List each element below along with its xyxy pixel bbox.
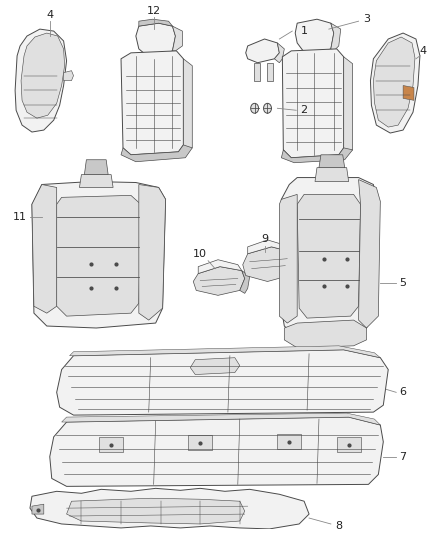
- Polygon shape: [79, 175, 113, 188]
- Polygon shape: [30, 488, 309, 529]
- Polygon shape: [295, 19, 334, 54]
- Polygon shape: [281, 177, 376, 338]
- Polygon shape: [374, 37, 415, 127]
- Polygon shape: [193, 266, 245, 295]
- Text: 11: 11: [13, 212, 27, 222]
- Polygon shape: [173, 26, 182, 51]
- Polygon shape: [240, 271, 250, 293]
- Text: 1: 1: [300, 26, 307, 36]
- Text: 7: 7: [399, 451, 406, 462]
- Polygon shape: [190, 358, 240, 375]
- Polygon shape: [315, 168, 349, 182]
- Polygon shape: [70, 346, 380, 358]
- Text: 4: 4: [419, 46, 427, 56]
- Polygon shape: [198, 260, 242, 273]
- Text: 4: 4: [46, 10, 53, 20]
- Polygon shape: [277, 434, 301, 449]
- Text: 9: 9: [261, 234, 268, 244]
- Polygon shape: [319, 155, 345, 168]
- Polygon shape: [67, 498, 245, 524]
- Polygon shape: [283, 49, 344, 158]
- Polygon shape: [289, 252, 299, 277]
- Polygon shape: [268, 63, 273, 80]
- Text: 2: 2: [300, 105, 307, 115]
- Polygon shape: [32, 184, 57, 313]
- Polygon shape: [139, 184, 166, 320]
- Ellipse shape: [264, 103, 272, 113]
- Polygon shape: [21, 33, 64, 118]
- Polygon shape: [121, 51, 184, 155]
- Polygon shape: [184, 59, 192, 152]
- Polygon shape: [85, 160, 108, 175]
- Polygon shape: [188, 435, 212, 450]
- Polygon shape: [344, 57, 353, 155]
- Text: 8: 8: [335, 521, 343, 531]
- Polygon shape: [62, 413, 380, 425]
- Polygon shape: [279, 195, 297, 323]
- Text: 3: 3: [363, 14, 370, 24]
- Text: 6: 6: [399, 387, 406, 397]
- Polygon shape: [32, 182, 166, 328]
- Polygon shape: [331, 23, 341, 51]
- Polygon shape: [32, 504, 44, 514]
- Polygon shape: [403, 85, 414, 100]
- Polygon shape: [243, 247, 294, 281]
- Polygon shape: [246, 39, 279, 63]
- Polygon shape: [275, 43, 284, 63]
- Polygon shape: [64, 71, 74, 80]
- Polygon shape: [15, 29, 67, 132]
- Polygon shape: [359, 180, 380, 328]
- Ellipse shape: [251, 103, 258, 113]
- Polygon shape: [371, 33, 420, 133]
- Polygon shape: [57, 196, 141, 316]
- Polygon shape: [254, 63, 260, 80]
- Polygon shape: [284, 320, 367, 348]
- Polygon shape: [337, 437, 360, 452]
- Polygon shape: [121, 145, 192, 161]
- Text: 5: 5: [399, 278, 406, 288]
- Polygon shape: [139, 19, 173, 26]
- Text: 10: 10: [193, 249, 207, 259]
- Polygon shape: [136, 23, 176, 56]
- Polygon shape: [281, 148, 353, 163]
- Polygon shape: [57, 350, 388, 415]
- Polygon shape: [50, 417, 383, 486]
- Text: 12: 12: [147, 6, 161, 17]
- Polygon shape: [99, 437, 123, 452]
- Polygon shape: [297, 195, 360, 318]
- Polygon shape: [248, 240, 291, 254]
